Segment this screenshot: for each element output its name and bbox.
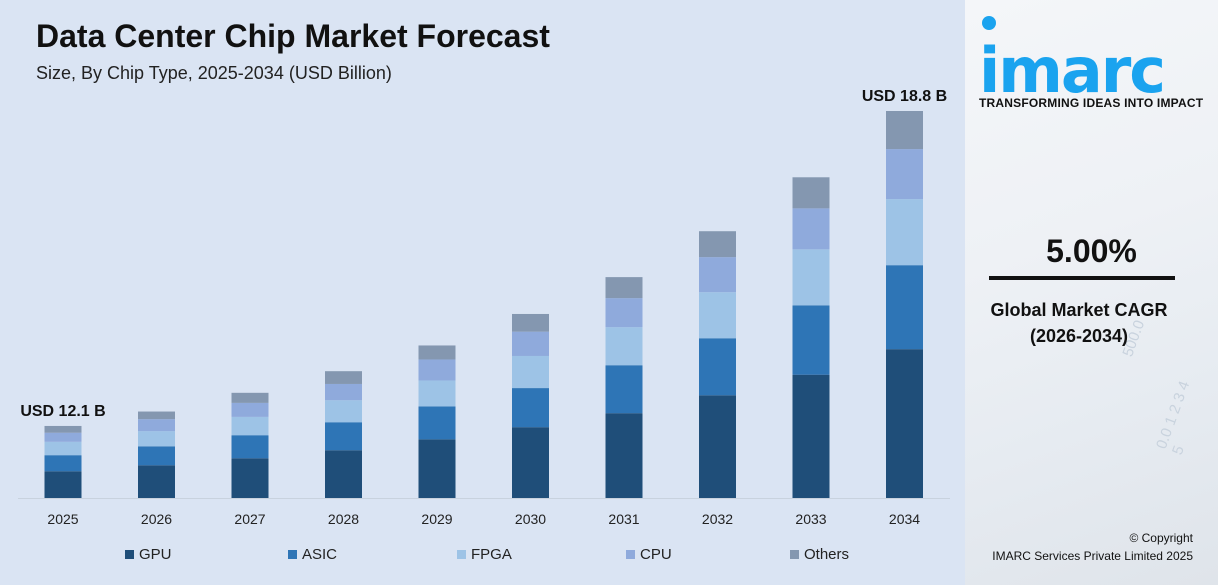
background-decoration: 0.0 1 2 3 4 5 — [1153, 378, 1194, 458]
bar-segment-gpu-2034 — [886, 349, 923, 498]
bar-segment-fpga-2028 — [325, 400, 362, 423]
bar-segment-cpu-2034 — [886, 149, 923, 200]
bar-segment-fpga-2034 — [886, 199, 923, 266]
divider — [989, 276, 1175, 280]
x-tick-label: 2029 — [421, 511, 452, 527]
x-tick-label: 2028 — [328, 511, 359, 527]
bar-segment-others-2030 — [512, 313, 549, 332]
logo-text: imarc — [979, 34, 1164, 94]
bar-segment-cpu-2025 — [44, 432, 82, 442]
bar-segment-others-2027 — [231, 392, 269, 403]
legend-swatch — [288, 550, 297, 559]
legend-item-others: Others — [790, 546, 849, 563]
legend-label: GPU — [139, 546, 172, 563]
legend-label: ASIC — [302, 546, 338, 563]
bar-segment-fpga-2030 — [512, 355, 549, 389]
bar-segment-fpga-2025 — [44, 441, 82, 456]
bar-segment-asic-2029 — [418, 406, 456, 440]
bar-segment-others-2025 — [44, 425, 82, 433]
bar-segment-gpu-2032 — [699, 395, 736, 498]
x-tick-label: 2033 — [795, 511, 826, 527]
legend-swatch — [626, 550, 635, 559]
legend-item-gpu: GPU — [125, 546, 172, 563]
bar-segment-gpu-2030 — [512, 427, 549, 498]
x-tick-label: 2030 — [515, 511, 546, 527]
x-tick-label: 2026 — [141, 511, 172, 527]
cagr-label: Global Market CAGR (2026-2034) — [965, 297, 1193, 349]
legend-swatch — [125, 550, 134, 559]
legend-label: FPGA — [471, 546, 512, 563]
bar-segment-others-2033 — [792, 177, 830, 209]
bar-segment-asic-2027 — [231, 435, 269, 459]
bar-segment-cpu-2029 — [418, 359, 456, 381]
bar-segment-fpga-2027 — [231, 416, 269, 436]
cagr-label-line2: (2026-2034) — [1029, 326, 1129, 346]
bar-segment-gpu-2031 — [605, 413, 643, 498]
legend-label: Others — [804, 546, 850, 563]
chart-panel: Data Center Chip Market Forecast Size, B… — [0, 18, 965, 566]
x-tick-label: 2025 — [47, 511, 78, 527]
imarc-logo: imarc — [979, 16, 1166, 94]
legend-swatch — [457, 550, 466, 559]
bar-segment-fpga-2033 — [792, 249, 830, 306]
bar-segment-others-2034 — [886, 111, 923, 150]
x-tick-label: 2034 — [889, 511, 920, 527]
x-tick-label: 2027 — [234, 511, 265, 527]
legend-item-cpu: CPU — [626, 546, 672, 563]
bar-segment-asic-2025 — [44, 455, 82, 472]
bar-segment-cpu-2030 — [512, 331, 549, 356]
cagr-value: 5.00% — [1046, 233, 1137, 269]
bar-segment-others-2028 — [325, 371, 362, 384]
cagr-label-line1: Global Market CAGR — [990, 300, 1168, 320]
bar-segment-gpu-2028 — [325, 450, 362, 498]
total-label: USD 12.1 B — [20, 403, 105, 420]
bar-segment-others-2031 — [605, 277, 643, 299]
bar-segment-fpga-2031 — [605, 327, 643, 366]
legend-swatch — [790, 550, 799, 559]
copyright: © Copyright IMARC Services Private Limit… — [965, 529, 1193, 565]
legend-label: CPU — [640, 546, 672, 563]
bar-segment-cpu-2026 — [138, 419, 175, 432]
copyright-text: © Copyright — [1129, 531, 1193, 545]
bar-segment-asic-2028 — [325, 422, 362, 451]
legend-item-asic: ASIC — [288, 546, 337, 563]
bar-segment-cpu-2027 — [231, 402, 269, 417]
x-tick-label: 2032 — [702, 511, 733, 527]
bar-segment-fpga-2029 — [418, 380, 456, 407]
bar-segment-gpu-2029 — [418, 439, 456, 498]
bar-segment-asic-2033 — [792, 305, 830, 375]
bar-segment-gpu-2033 — [792, 374, 830, 498]
chart-title: Data Center Chip Market Forecast — [36, 18, 550, 54]
bar-segment-others-2032 — [699, 231, 736, 258]
x-tick-label: 2031 — [608, 511, 639, 527]
chart-subtitle: Size, By Chip Type, 2025-2034 (USD Billi… — [36, 63, 392, 83]
bar-segment-fpga-2032 — [699, 292, 736, 339]
brand-tagline: TRANSFORMING IDEAS INTO IMPACT — [979, 96, 1204, 110]
bar-segment-cpu-2028 — [325, 383, 362, 401]
bar-segment-others-2029 — [418, 345, 456, 360]
bar-segment-fpga-2026 — [138, 431, 175, 447]
company-name: IMARC Services Private Limited 2025 — [992, 549, 1193, 563]
bar-segment-cpu-2033 — [792, 208, 830, 250]
stacked-bar-chart: 2025 2026 2027 2028 2029 2030 2031 2032 2033 2034… — [18, 88, 950, 527]
bar-segment-others-2026 — [138, 411, 175, 420]
bar-segment-gpu-2025 — [44, 471, 82, 498]
bar-segment-gpu-2027 — [231, 458, 269, 498]
bar-segment-asic-2030 — [512, 388, 549, 428]
bar-segment-cpu-2032 — [699, 257, 736, 293]
bar-segment-cpu-2031 — [605, 298, 643, 328]
total-label: USD 18.8 B — [862, 88, 947, 105]
bar-segment-gpu-2026 — [138, 465, 175, 498]
bar-segment-asic-2031 — [605, 365, 643, 414]
legend: GPU ASIC FPGA CPU Others — [0, 546, 965, 566]
legend-item-fpga: FPGA — [457, 546, 512, 563]
bar-segment-asic-2026 — [138, 446, 175, 466]
bar-segment-asic-2032 — [699, 338, 736, 396]
bar-segment-asic-2034 — [886, 265, 923, 350]
info-panel: 500.0 0.0 1 2 3 4 5 imarc TRANSFORMING I… — [965, 0, 1218, 585]
